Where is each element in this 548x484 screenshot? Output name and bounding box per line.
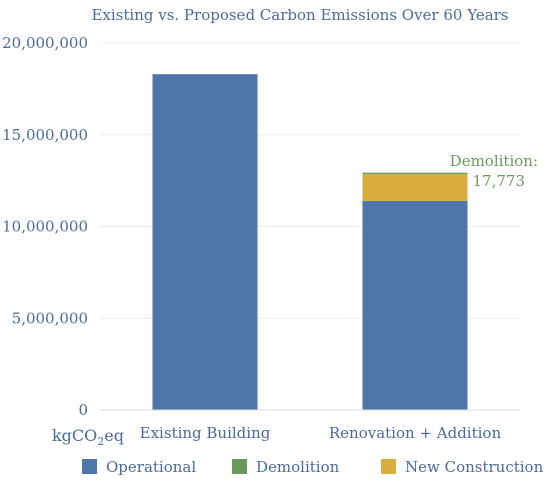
legend-item-new-construction: New Construction xyxy=(381,458,544,476)
y-tick-label: 15,000,000 xyxy=(2,126,88,144)
bars xyxy=(152,74,468,410)
legend-label: New Construction xyxy=(405,458,544,476)
bar-new-construction-renovation-addition xyxy=(362,174,468,201)
y-tick-label: 0 xyxy=(78,401,88,419)
annotation-value: 17,773 xyxy=(473,172,526,190)
y-tick-label: 5,000,000 xyxy=(12,309,88,327)
legend-swatch xyxy=(232,459,247,474)
y-tick-label: 10,000,000 xyxy=(2,218,88,236)
x-tick-label: Renovation + Addition xyxy=(329,424,502,442)
y-axis-label: kgCO2eq xyxy=(52,426,124,448)
legend-label: Demolition xyxy=(256,458,340,476)
legend-swatch xyxy=(381,459,396,474)
legend-item-demolition: Demolition xyxy=(232,458,340,476)
bar-demolition-renovation-addition xyxy=(362,172,468,175)
legend-swatch xyxy=(82,459,97,474)
x-tick-label: Existing Building xyxy=(140,424,271,442)
y-tick-label: 20,000,000 xyxy=(2,34,88,52)
legend-item-operational: Operational xyxy=(82,458,196,476)
annotations: Demolition: 17,773 xyxy=(450,152,538,190)
axes: 0 5,000,000 10,000,000 15,000,000 20,000,000… xyxy=(2,34,520,442)
legend-label: Operational xyxy=(106,458,196,476)
annotation-label: Demolition: xyxy=(450,152,538,170)
chart-title: Existing vs. Proposed Carbon Emissions O… xyxy=(91,6,508,24)
bar-operational-renovation-addition xyxy=(362,200,468,410)
bar-operational-existing-building xyxy=(152,74,258,410)
legend: Operational Demolition New Construction xyxy=(82,458,544,476)
